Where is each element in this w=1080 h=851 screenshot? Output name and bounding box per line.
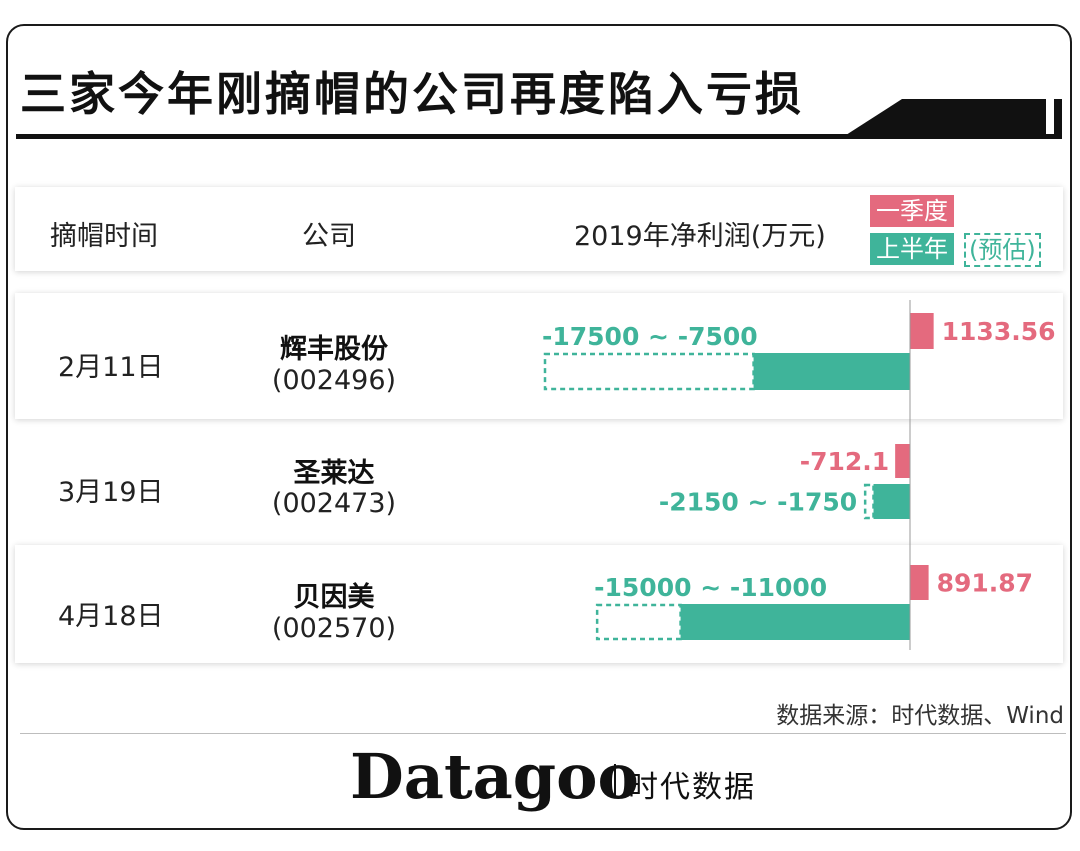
header-profit: 2019年净利润(万元) (574, 221, 826, 252)
h1-bar (753, 353, 910, 390)
row-company: 贝因美 (293, 582, 375, 613)
page-title: 三家今年刚摘帽的公司再度陷入亏损 (20, 67, 804, 121)
header-date: 摘帽时间 (50, 221, 158, 252)
row-company: 辉丰股份 (280, 334, 388, 365)
q1-value-label: -712.1 (800, 447, 889, 476)
title-decoration-bar (1054, 99, 1062, 139)
footer-divider (20, 733, 1066, 734)
infographic-card (6, 24, 1072, 830)
row-code: (002570) (271, 613, 397, 644)
brand-logo: Datagoo (350, 740, 639, 813)
legend-h1: 上半年 (870, 233, 954, 265)
q1-value-label: 891.87 (937, 569, 1033, 598)
row-date: 4月18日 (58, 601, 164, 632)
q1-bar (910, 565, 929, 600)
q1-value-label: 1133.56 (942, 317, 1056, 346)
h1-range-outline (543, 352, 755, 391)
brand-separator (614, 764, 616, 798)
title-rule (16, 134, 1062, 139)
row-company: 圣莱达 (293, 458, 375, 489)
brand-cn: 时代数据 (628, 770, 756, 805)
h1-range-outline (863, 483, 875, 520)
h1-range-label: -15000 ~ -11000 (594, 573, 827, 602)
row-date: 3月19日 (58, 477, 164, 508)
h1-range-label: -17500 ~ -7500 (542, 322, 758, 351)
row-code: (002496) (271, 365, 397, 396)
q1-bar (895, 444, 910, 478)
h1-bar (680, 604, 910, 640)
h1-range-label: -2150 ~ -1750 (659, 488, 857, 517)
row-date: 2月11日 (58, 352, 164, 383)
legend-h1-estimate: (预估) (964, 233, 1041, 267)
header-company: 公司 (302, 221, 356, 252)
q1-bar (910, 313, 934, 349)
row-code: (002473) (271, 488, 397, 519)
title-decoration (846, 99, 1046, 135)
h1-bar (873, 484, 910, 519)
legend-q1: 一季度 (870, 195, 954, 227)
data-source: 数据来源：时代数据、Wind (776, 703, 1064, 729)
h1-range-outline (595, 603, 682, 641)
